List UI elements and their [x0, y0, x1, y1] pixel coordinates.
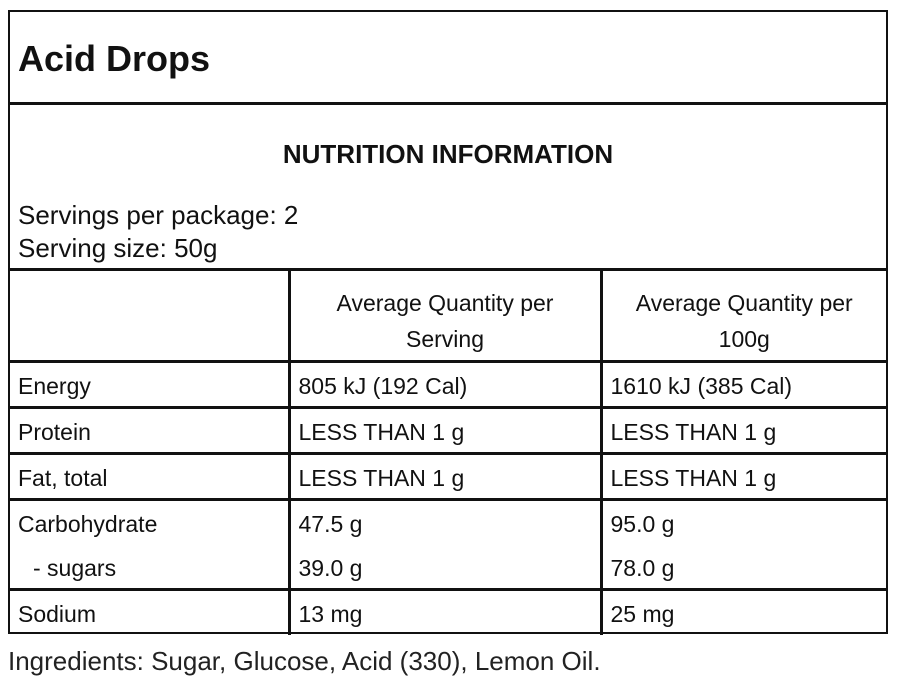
table-row: Energy 805 kJ (192 Cal) 1610 kJ (385 Cal…: [10, 361, 886, 409]
per-serving-value: LESS THAN 1 g: [289, 407, 603, 455]
per-serving-cell: 47.5 g 39.0 g: [289, 499, 603, 591]
per-serving-value: LESS THAN 1 g: [289, 453, 603, 501]
per-serving-value: 805 kJ (192 Cal): [289, 361, 603, 409]
column-header-per-serving: Average Quantity per Serving: [289, 271, 603, 363]
per-100g-value: 25 mg: [610, 600, 675, 627]
nutrition-heading: NUTRITION INFORMATION: [282, 139, 614, 169]
per-serving-value: 47.5 g: [298, 510, 363, 537]
nutrient-name: Fat, total: [10, 453, 291, 501]
ingredients-text: Ingredients: Sugar, Glucose, Acid (330),…: [8, 646, 601, 676]
per-serving-value: 13 mg: [289, 589, 603, 635]
nutrient-name-cell: Carbohydrate - sugars: [10, 499, 291, 591]
table-header-row: Average Quantity per Serving Average Qua…: [10, 271, 886, 363]
nutrient-name: Protein: [10, 407, 291, 455]
table-row: Protein LESS THAN 1 g LESS THAN 1 g: [10, 407, 886, 455]
nutrient-name: Energy: [10, 361, 291, 409]
sub-per-serving-value: 39.0 g: [298, 554, 363, 581]
nutrition-table: Average Quantity per Serving Average Qua…: [10, 271, 886, 635]
title-band: Acid Drops: [10, 12, 886, 105]
nutrient-name: Carbohydrate: [18, 510, 158, 537]
column-header-nutrient: [10, 271, 291, 363]
nutrient-name: Sodium: [10, 589, 291, 635]
per-100g-cell: 95.0 g 78.0 g: [601, 499, 886, 591]
table-row: Carbohydrate - sugars 47.5 g 39.0 g 95.0…: [10, 499, 886, 591]
sub-nutrient-name: - sugars: [33, 554, 117, 581]
per-100g-value: LESS THAN 1 g: [601, 407, 886, 455]
servings-per-package: Servings per package: 2: [18, 200, 299, 230]
nutrition-panel: Acid Drops NUTRITION INFORMATION Serving…: [8, 10, 888, 635]
table-row: Fat, total LESS THAN 1 g LESS THAN 1 g: [10, 453, 886, 501]
per-100g-value: 95.0 g: [610, 510, 675, 537]
per-100g-value: LESS THAN 1 g: [601, 453, 886, 501]
per-100g-value: 1610 kJ (385 Cal): [601, 361, 886, 409]
column-header-per-100g: Average Quantity per 100g: [601, 271, 886, 363]
serving-size: Serving size: 50g: [18, 233, 218, 263]
product-title: Acid Drops: [18, 38, 211, 79]
table-row: Sodium 13 mg 25 mg: [10, 589, 886, 635]
serving-info-band: NUTRITION INFORMATION Servings per packa…: [10, 105, 886, 271]
sub-per-100g-value: 78.0 g: [610, 554, 675, 581]
